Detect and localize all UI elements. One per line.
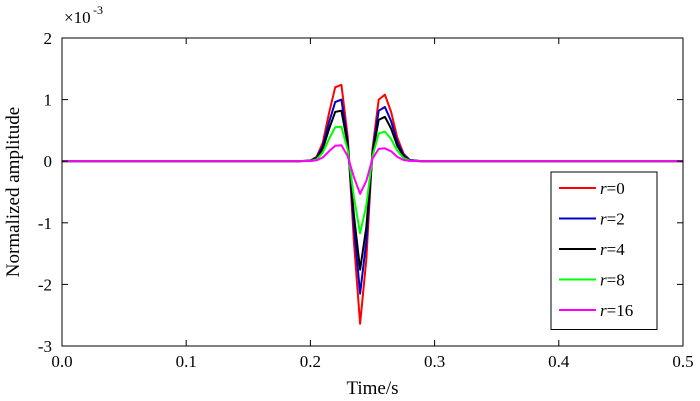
y-tick-label: -1: [38, 214, 52, 233]
legend-entry-label: r=2: [600, 210, 625, 229]
x-tick-label: 0.2: [300, 352, 321, 371]
y-tick-label: 0: [44, 152, 53, 171]
legend-entry-label: r=16: [600, 301, 633, 320]
y-tick-label: 1: [44, 91, 53, 110]
x-tick-label: 0.0: [51, 352, 72, 371]
legend-entry-label: r=8: [600, 271, 625, 290]
legend-entry-value: =2: [607, 210, 625, 229]
legend-entry-variable: r: [600, 271, 607, 290]
legend-entry-label: r=4: [600, 240, 625, 259]
legend-entry-label: r=0: [600, 179, 625, 198]
x-tick-label: 0.4: [548, 352, 570, 371]
legend-entry-variable: r: [600, 301, 607, 320]
axis-ticks: 0.0 0.1 0.2 0.3 0.4 0.5 -3 -2 -1 0 1 2: [38, 29, 694, 371]
x-tick-label: 0.3: [424, 352, 445, 371]
legend-entry-value: =4: [607, 240, 626, 259]
y-axis-multiplier: ×10 -3: [64, 3, 103, 27]
series-line-3: [62, 125, 683, 235]
legend-entry-value: =16: [607, 301, 634, 320]
legend-entry-variable: r: [600, 240, 607, 259]
legend-entry-value: =0: [607, 179, 625, 198]
series-line-4: [62, 144, 683, 195]
legend-entry-variable: r: [600, 210, 607, 229]
legend-entry-value: =8: [607, 271, 625, 290]
x-tick-label: 0.1: [176, 352, 197, 371]
legend-entry-variable: r: [600, 179, 607, 198]
y-tick-label: 2: [44, 29, 53, 48]
y-tick-label: -3: [38, 337, 52, 356]
y-tick-label: -2: [38, 275, 52, 294]
y-multiplier-base: ×10: [64, 8, 91, 27]
legend-box: [550, 171, 658, 330]
plot-area-frame: [61, 37, 684, 347]
y-axis-label: Normalized amplitude: [3, 107, 24, 277]
y-multiplier-exponent: -3: [93, 3, 103, 17]
legend: r=0r=2r=4r=8r=16: [550, 171, 658, 330]
series-layer: [62, 83, 683, 325]
x-axis-label: Time/s: [346, 378, 398, 399]
x-tick-label: 0.5: [672, 352, 693, 371]
